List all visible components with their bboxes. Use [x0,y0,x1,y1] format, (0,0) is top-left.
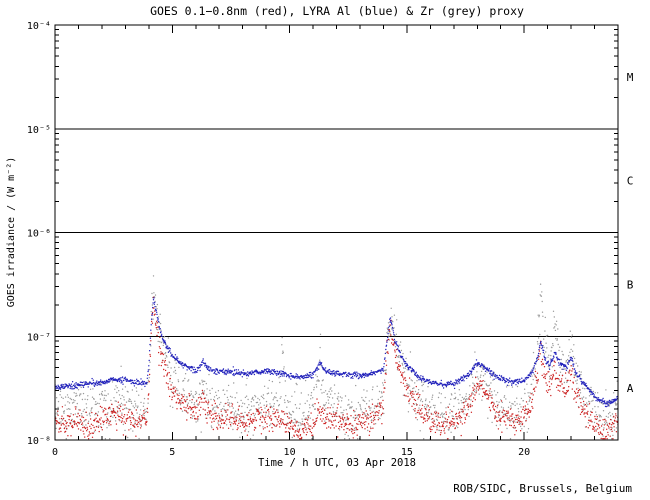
flare-class-label-C: C [627,175,634,188]
flare-class-label-B: B [627,278,634,291]
flare-class-gridlines [55,128,618,337]
svg-text:10⁻⁴: 10⁻⁴ [27,21,51,32]
svg-text:15: 15 [401,447,413,458]
series-zr-grey [55,275,618,440]
flare-class-label-A: A [627,382,634,395]
series-al-blue [55,297,618,408]
scatter-data-layer [55,275,618,440]
svg-text:10⁻⁵: 10⁻⁵ [27,125,51,136]
series-goes-red [55,296,618,440]
svg-text:10⁻⁸: 10⁻⁸ [27,436,51,447]
credit-text: ROB/SIDC, Brussels, Belgium [453,482,632,495]
svg-text:0: 0 [52,447,58,458]
flare-class-label-M: M [627,71,634,84]
svg-text:10: 10 [284,447,296,458]
y-axis-label: GOES irradiance / (W m⁻²) [6,157,17,308]
svg-text:10⁻⁶: 10⁻⁶ [27,229,51,240]
plot-title: GOES 0.1−0.8nm (red), LYRA Al (blue) & Z… [150,4,524,18]
svg-text:20: 20 [518,447,530,458]
x-axis-label: Time / h UTC, 03 Apr 2018 [258,457,416,469]
svg-text:10⁻⁷: 10⁻⁷ [27,332,51,343]
svg-text:5: 5 [169,447,175,458]
axes-and-ticks: 0 5 10 15 20 10⁻⁴ 10⁻⁵ 10⁻⁶ 10⁻⁷ 10⁻⁸ M C B A [27,21,634,458]
